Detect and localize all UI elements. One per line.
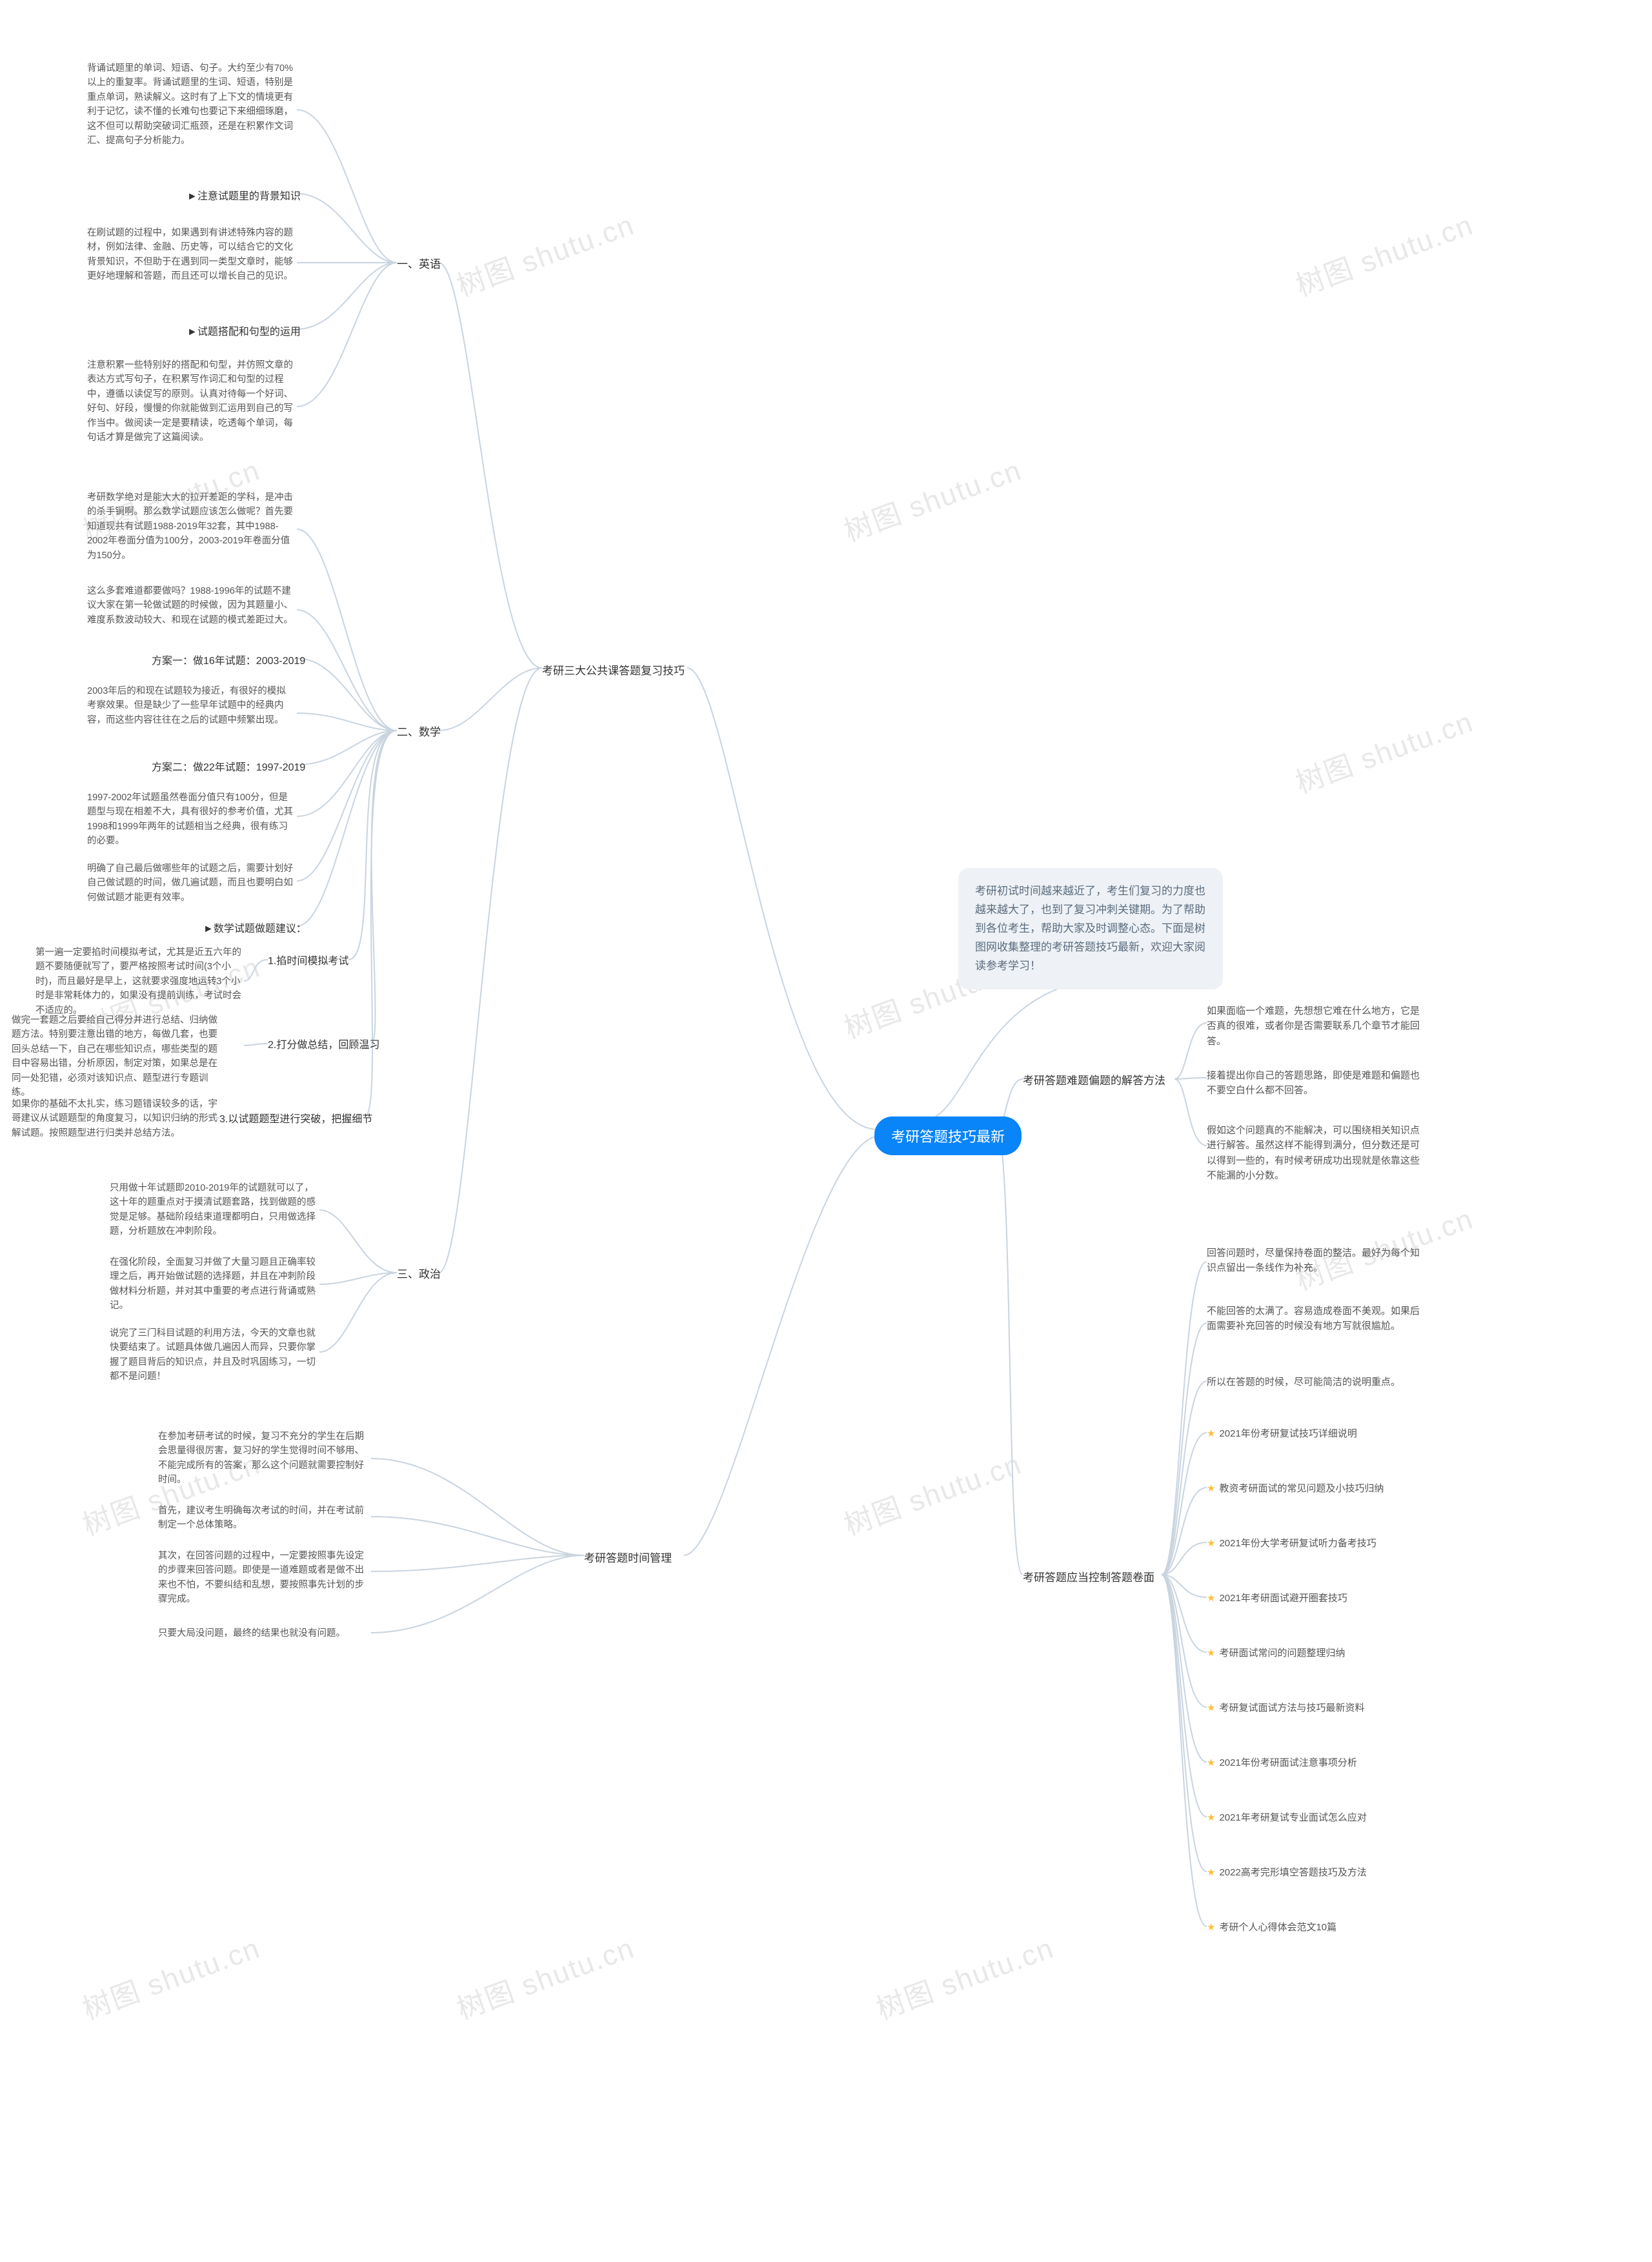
link-item: ★2021年份大学考研复试听力备考技巧 (1207, 1536, 1376, 1550)
sub-branch-label: 二、数学 (397, 723, 441, 739)
leaf-text: 所以在答题的时候，尽可能简洁的说明重点。 (1207, 1375, 1420, 1389)
watermark: 树图 shutu.cn (870, 1925, 1059, 2028)
star-icon: ★ (1207, 1428, 1215, 1439)
description-box: 考研初试时间越来越近了，考生们复习的力度也越来越大了，也到了复习冲刺关键期。为了… (958, 868, 1223, 989)
leaf-text: 如果你的基础不太扎实，练习题错误较多的话，宇哥建议从试题题型的角度复习，以知识归… (12, 1097, 218, 1140)
watermark: 树图 shutu.cn (838, 447, 1027, 550)
sub-heading: ►注意试题里的背景知识 (187, 187, 301, 203)
branch-label: 考研三大公共课答题复习技巧 (542, 661, 685, 678)
leaf-text: 考研数学绝对是能大大的拉开差距的学科，是冲击的杀手锏啊。那么数学试题应该怎么做呢… (87, 490, 294, 563)
star-icon: ★ (1207, 1757, 1215, 1768)
leaf-text: 只用做十年试题即2010-2019年的试题就可以了，这十年的题重点对于摸清试题套… (110, 1181, 316, 1239)
link-item: ★2021年份考研复试技巧详细说明 (1207, 1426, 1357, 1440)
link-item: ★2022高考完形填空答题技巧及方法 (1207, 1865, 1367, 1879)
watermark: 树图 shutu.cn (1289, 699, 1478, 802)
leaf-text: 假如这个问题真的不能解决，可以围绕相关知识点进行解答。虽然这样不能得到满分，但分… (1207, 1123, 1420, 1183)
sub-heading: 2.打分做总结，回顾温习 (268, 1036, 379, 1051)
leaf-text: 首先，建议考生明确每次考试的时间，并在考试前制定一个总体策略。 (158, 1504, 365, 1533)
leaf-text: 其次，在回答问题的过程中，一定要按照事先设定的步骤来回答问题。即使是一道难题或者… (158, 1549, 365, 1607)
watermark: 树图 shutu.cn (450, 1925, 640, 2028)
watermark: 树图 shutu.cn (450, 202, 640, 305)
star-icon: ★ (1207, 1812, 1215, 1823)
watermark: 树图 shutu.cn (838, 1441, 1027, 1544)
star-icon: ★ (1207, 1922, 1215, 1933)
root-label: 考研答题技巧最新 (891, 1129, 1005, 1145)
sub-heading: ►数学试题做题建议： (203, 920, 307, 935)
leaf-text: 不能回答的太满了。容易造成卷面不美观。如果后面需要补充回答的时候没有地方写就很尴… (1207, 1304, 1420, 1334)
link-item: ★2021年份考研面试注意事项分析 (1207, 1755, 1357, 1769)
leaf-text: 如果面临一个难题，先想想它难在什么地方，它是否真的很难，或者你是否需要联系几个章… (1207, 1004, 1420, 1049)
sub-heading: 方案一：做16年试题：2003-2019 (152, 652, 305, 667)
link-item: ★考研复试面试方法与技巧最新资料 (1207, 1701, 1364, 1714)
leaf-text: 在参加考研考试的时候，复习不充分的学生在后期会思量得很厉害，复习好的学生觉得时间… (158, 1429, 365, 1488)
leaf-text: 第一遍一定要掐时间模拟考试，尤其是近五六年的题不要随便就写了，要严格按照考试时间… (35, 945, 242, 1018)
link-item: ★考研面试常问的问题整理归纳 (1207, 1646, 1345, 1659)
leaf-text: 注意积累一些特别好的搭配和句型，并仿照文章的表达方式写句子，在积累写作词汇和句型… (87, 358, 294, 445)
leaf-text: 1997-2002年试题虽然卷面分值只有100分，但是题型与现在相差不大，具有很… (87, 791, 294, 849)
leaf-text: 回答问题时，尽量保持卷面的整洁。最好为每个知识点留出一条线作为补充。 (1207, 1246, 1420, 1276)
sub-heading: ►试题搭配和句型的运用 (187, 323, 301, 338)
leaf-text: 只要大局没问题，最终的结果也就没有问题。 (158, 1626, 365, 1641)
sub-heading: 1.掐时间模拟考试 (268, 952, 348, 967)
star-icon: ★ (1207, 1593, 1215, 1604)
link-item: ★2021年考研面试避开圈套技巧 (1207, 1591, 1347, 1604)
leaf-text: 明确了自己最后做哪些年的试题之后，需要计划好自己做试题的时间，做几遍试题，而且也… (87, 862, 294, 905)
star-icon: ★ (1207, 1648, 1215, 1659)
sub-branch-label: 三、政治 (397, 1265, 441, 1281)
sub-branch-label: 一、英语 (397, 255, 441, 271)
star-icon: ★ (1207, 1702, 1215, 1713)
star-icon: ★ (1207, 1538, 1215, 1549)
sub-heading: 方案二：做22年试题：1997-2019 (152, 758, 305, 774)
sub-heading: 3.以试题题型进行突破，把握细节 (219, 1110, 372, 1126)
branch-label: 考研答题难题偏题的解答方法 (1023, 1071, 1165, 1087)
leaf-text: 这么多套难道都要做吗？1988-1996年的试题不建议大家在第一轮做试题的时候做… (87, 584, 294, 627)
branch-label: 考研答题应当控制答题卷面 (1023, 1568, 1154, 1584)
leaf-text: 背诵试题里的单词、短语、句子。大约至少有70%以上的重复率。背诵试题里的生词、短… (87, 61, 294, 148)
star-icon: ★ (1207, 1867, 1215, 1878)
leaf-text: 接着提出你自己的答题思路，即使是难题和偏题也不要空白什么都不回答。 (1207, 1068, 1420, 1098)
link-item: ★2021年考研复试专业面试怎么应对 (1207, 1810, 1367, 1824)
leaf-text: 在刷试题的过程中，如果遇到有讲述特殊内容的题材，例如法律、金融、历史等，可以结合… (87, 226, 294, 284)
star-icon: ★ (1207, 1483, 1215, 1494)
leaf-text: 2003年后的和现在试题较为接近，有很好的模拟考察效果。但是缺少了一些早年试题中… (87, 684, 294, 727)
watermark: 树图 shutu.cn (76, 1925, 265, 2028)
watermark: 树图 shutu.cn (1289, 202, 1478, 305)
leaf-text: 在强化阶段，全面复习并做了大量习题且正确率较理之后，再开始做试题的选择题，并且在… (110, 1255, 316, 1313)
root-node[interactable]: 考研答题技巧最新 (874, 1116, 1022, 1155)
leaf-text: 做完一套题之后要给自己得分并进行总结、归纳做题方法。特别要注意出错的地方，每做几… (12, 1013, 218, 1100)
link-item: ★考研个人心得体会范文10篇 (1207, 1920, 1336, 1934)
link-item: ★教资考研面试的常见问题及小技巧归纳 (1207, 1481, 1384, 1495)
branch-label: 考研答题时间管理 (584, 1549, 672, 1565)
description-text: 考研初试时间越来越近了，考生们复习的力度也越来越大了，也到了复习冲刺关键期。为了… (975, 885, 1205, 972)
leaf-text: 说完了三门科目试题的利用方法，今天的文章也就快要结束了。试题具体做几遍因人而异，… (110, 1326, 316, 1384)
